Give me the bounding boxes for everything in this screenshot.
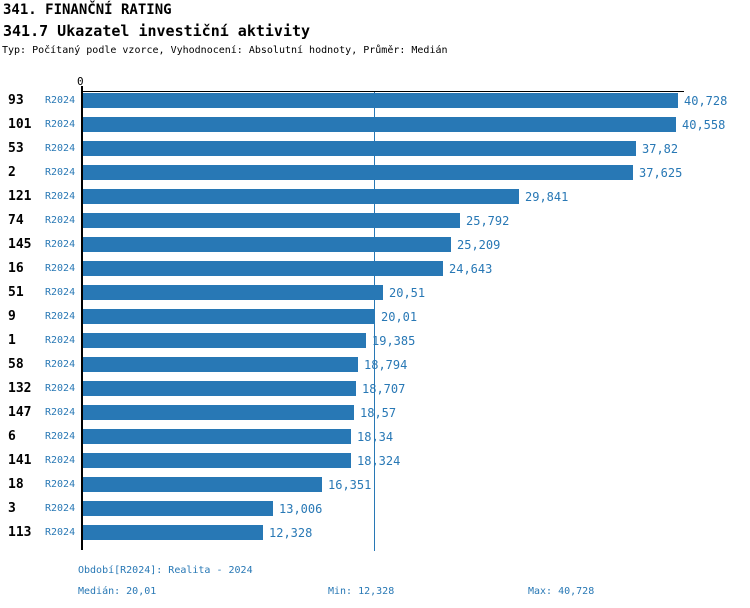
chart-title: 341.7 Ukazatel investiční aktivity	[3, 22, 311, 40]
row-rank-label: 2	[8, 165, 16, 180]
x-axis-line	[81, 91, 684, 92]
row-value-label: 20,51	[389, 286, 426, 300]
value-bar	[83, 525, 263, 540]
row-period-label: R2024	[45, 455, 76, 466]
row-rank-label: 101	[8, 117, 32, 132]
row-rank-label: 53	[8, 141, 24, 156]
row-period-label: R2024	[45, 335, 76, 346]
chart-meta-line: Typ: Počítaný podle vzorce, Vyhodnocení:…	[2, 45, 448, 56]
row-period-label: R2024	[45, 143, 76, 154]
value-bar	[83, 213, 460, 228]
row-value-label: 25,209	[457, 238, 501, 252]
row-value-label: 13,006	[279, 502, 323, 516]
row-period-label: R2024	[45, 311, 76, 322]
row-period-label: R2024	[45, 239, 76, 250]
row-period-label: R2024	[45, 287, 76, 298]
value-bar	[83, 237, 451, 252]
value-bar	[83, 189, 519, 204]
row-value-label: 12,328	[269, 526, 313, 540]
value-bar	[83, 405, 354, 420]
row-value-label: 19,385	[372, 334, 416, 348]
row-period-label: R2024	[45, 479, 76, 490]
row-period-label: R2024	[45, 215, 76, 226]
row-value-label: 20,01	[381, 310, 418, 324]
row-value-label: 18,707	[362, 382, 406, 396]
row-value-label: 16,351	[328, 478, 372, 492]
row-period-label: R2024	[45, 95, 76, 106]
row-value-label: 18,324	[357, 454, 401, 468]
value-bar	[83, 261, 443, 276]
report-title: 341. FINANČNÍ RATING	[3, 2, 172, 18]
x-axis-zero-tick-label: 0	[77, 75, 84, 88]
footer-period-label: Období[R2024]: Realita - 2024	[78, 565, 253, 576]
row-period-label: R2024	[45, 431, 76, 442]
row-period-label: R2024	[45, 407, 76, 418]
row-period-label: R2024	[45, 383, 76, 394]
value-bar	[83, 285, 383, 300]
value-bar	[83, 357, 358, 372]
row-rank-label: 51	[8, 285, 24, 300]
row-value-label: 18,34	[357, 430, 394, 444]
value-bar	[83, 117, 676, 132]
row-rank-label: 74	[8, 213, 24, 228]
row-rank-label: 58	[8, 357, 24, 372]
value-bar	[83, 141, 636, 156]
footer-median-label: Medián: 20,01	[78, 586, 157, 597]
row-rank-label: 6	[8, 429, 16, 444]
row-rank-label: 145	[8, 237, 32, 252]
value-bar	[83, 453, 351, 468]
row-value-label: 37,625	[639, 166, 683, 180]
y-axis-line	[81, 86, 83, 550]
row-rank-label: 18	[8, 477, 24, 492]
row-rank-label: 141	[8, 453, 32, 468]
value-bar	[83, 165, 633, 180]
row-period-label: R2024	[45, 167, 76, 178]
value-bar	[83, 93, 678, 108]
row-rank-label: 9	[8, 309, 16, 324]
row-rank-label: 132	[8, 381, 32, 396]
row-period-label: R2024	[45, 263, 76, 274]
row-rank-label: 16	[8, 261, 24, 276]
value-bar	[83, 309, 375, 324]
value-bar	[83, 429, 351, 444]
row-period-label: R2024	[45, 191, 76, 202]
value-bar	[83, 477, 322, 492]
row-period-label: R2024	[45, 119, 76, 130]
value-bar	[83, 381, 356, 396]
footer-max-label: Max: 40,728	[528, 586, 595, 597]
row-period-label: R2024	[45, 503, 76, 514]
row-rank-label: 147	[8, 405, 32, 420]
row-value-label: 40,728	[684, 94, 728, 108]
value-bar	[83, 333, 366, 348]
row-value-label: 25,792	[466, 214, 510, 228]
footer-min-label: Min: 12,328	[328, 586, 395, 597]
row-value-label: 37,82	[642, 142, 679, 156]
row-value-label: 24,643	[449, 262, 493, 276]
row-rank-label: 93	[8, 93, 24, 108]
row-rank-label: 1	[8, 333, 16, 348]
row-value-label: 29,841	[525, 190, 569, 204]
row-value-label: 40,558	[682, 118, 726, 132]
row-rank-label: 121	[8, 189, 32, 204]
row-period-label: R2024	[45, 359, 76, 370]
row-period-label: R2024	[45, 527, 76, 538]
row-rank-label: 3	[8, 501, 16, 516]
row-value-label: 18,57	[360, 406, 397, 420]
row-rank-label: 113	[8, 525, 32, 540]
value-bar	[83, 501, 273, 516]
row-value-label: 18,794	[364, 358, 408, 372]
